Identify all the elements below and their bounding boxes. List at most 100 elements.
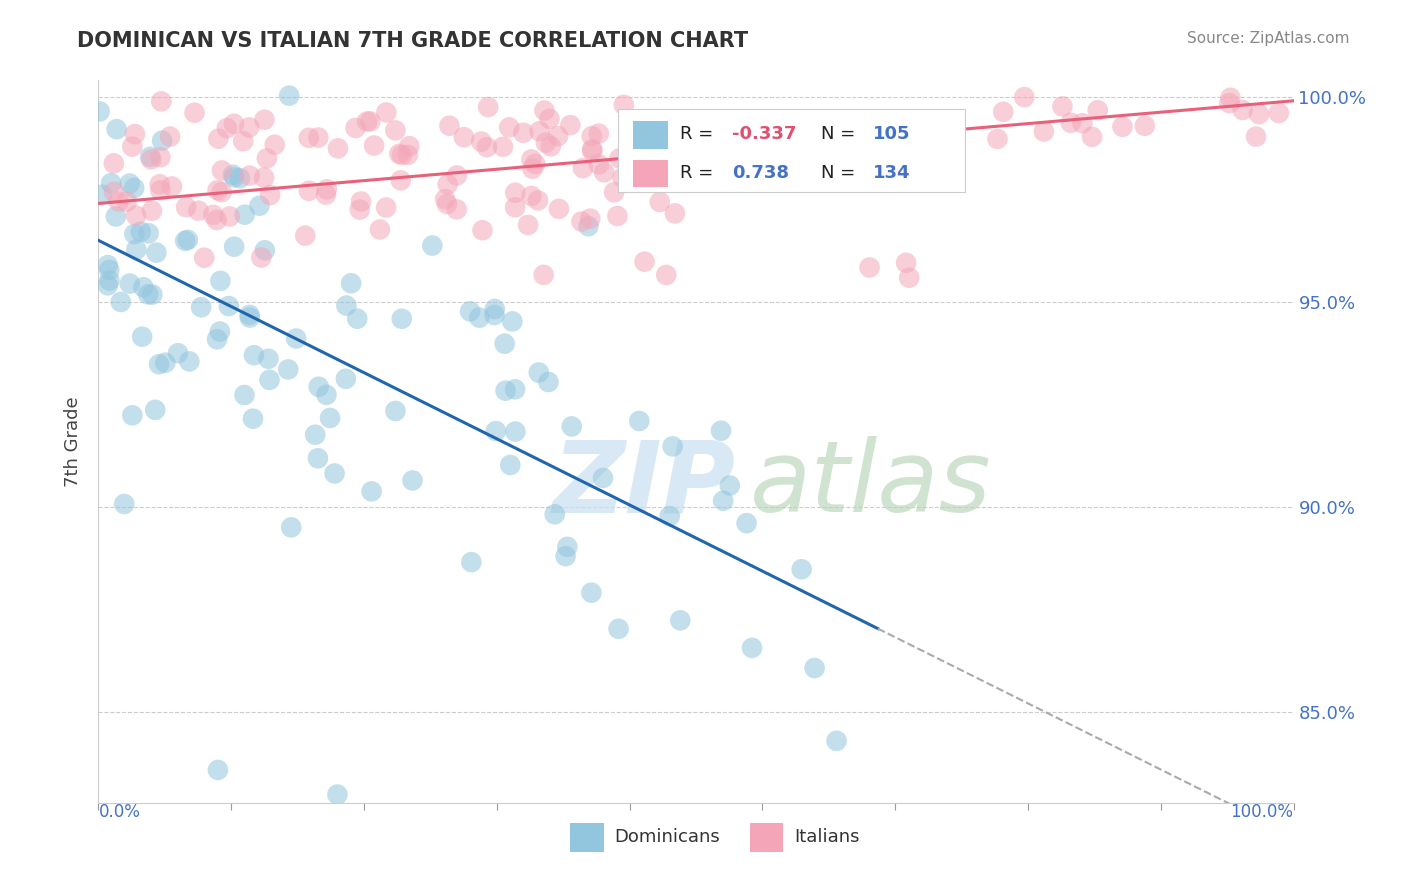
Point [384, 404, 406, 418]
Point [259, 373, 281, 387]
Point [125, 243, 148, 257]
Point [285, 332, 308, 346]
Point [658, 509, 681, 524]
Point [326, 788, 349, 802]
Point [208, 325, 231, 339]
Point [561, 419, 583, 434]
Point [1219, 91, 1241, 105]
Point [547, 129, 569, 144]
Point [389, 173, 412, 187]
Point [520, 189, 543, 203]
Point [446, 169, 468, 183]
Point [143, 402, 166, 417]
Point [177, 233, 200, 247]
Point [308, 380, 330, 394]
Point [396, 148, 419, 162]
Text: Dominicans: Dominicans [614, 829, 720, 847]
Point [304, 427, 326, 442]
Text: Source: ZipAtlas.com: Source: ZipAtlas.com [1187, 31, 1350, 46]
Point [620, 115, 643, 129]
Point [606, 209, 628, 223]
Point [398, 139, 420, 153]
Point [803, 661, 825, 675]
Point [633, 254, 655, 268]
Point [211, 185, 233, 199]
Point [1247, 107, 1270, 121]
Text: atlas: atlas [749, 436, 991, 533]
Point [538, 112, 561, 126]
Point [501, 314, 523, 328]
Point [609, 152, 631, 166]
Point [375, 105, 398, 120]
Point [148, 357, 170, 371]
Point [326, 141, 349, 155]
Point [141, 153, 163, 167]
Point [1052, 99, 1074, 113]
Point [103, 185, 125, 199]
Point [263, 137, 285, 152]
Point [613, 98, 636, 112]
Point [484, 301, 506, 316]
Point [233, 388, 256, 402]
Point [193, 251, 215, 265]
Point [250, 251, 273, 265]
Bar [633, 160, 668, 187]
Text: R =: R = [681, 164, 725, 182]
Point [628, 414, 651, 428]
Point [581, 144, 603, 158]
Point [115, 194, 138, 209]
Point [993, 104, 1015, 119]
Point [391, 148, 413, 162]
Point [233, 208, 256, 222]
Point [581, 142, 603, 156]
Point [557, 540, 579, 554]
Point [718, 478, 741, 492]
Point [224, 170, 246, 185]
Point [498, 120, 520, 135]
Point [138, 227, 160, 241]
Point [132, 280, 155, 294]
Point [907, 132, 929, 146]
Point [648, 194, 671, 209]
Point [592, 471, 614, 485]
Point [239, 308, 262, 322]
Point [145, 245, 167, 260]
Point [174, 234, 197, 248]
Point [211, 163, 233, 178]
Point [150, 95, 173, 109]
Point [537, 375, 560, 389]
Point [522, 161, 544, 176]
Point [485, 424, 508, 438]
Point [118, 277, 141, 291]
Point [131, 329, 153, 343]
Point [898, 270, 921, 285]
Point [391, 311, 413, 326]
Point [183, 105, 205, 120]
Point [253, 112, 276, 127]
Point [484, 308, 506, 322]
Point [174, 200, 197, 214]
Y-axis label: 7th Grade: 7th Grade [65, 396, 83, 487]
Point [581, 129, 603, 144]
Point [118, 177, 141, 191]
Point [350, 194, 373, 209]
Point [222, 117, 245, 131]
Text: -0.337: -0.337 [733, 126, 796, 144]
Point [898, 130, 921, 145]
Point [434, 192, 457, 206]
Point [492, 140, 515, 154]
Point [160, 179, 183, 194]
Point [581, 585, 603, 599]
Point [298, 184, 321, 198]
Point [179, 354, 201, 368]
Point [121, 409, 143, 423]
Text: Italians: Italians [794, 829, 859, 847]
Point [475, 140, 498, 154]
Text: 105: 105 [873, 126, 910, 144]
Point [804, 136, 827, 150]
Point [280, 520, 302, 534]
Point [375, 201, 398, 215]
Point [1111, 120, 1133, 134]
Point [607, 622, 630, 636]
Point [110, 295, 132, 310]
